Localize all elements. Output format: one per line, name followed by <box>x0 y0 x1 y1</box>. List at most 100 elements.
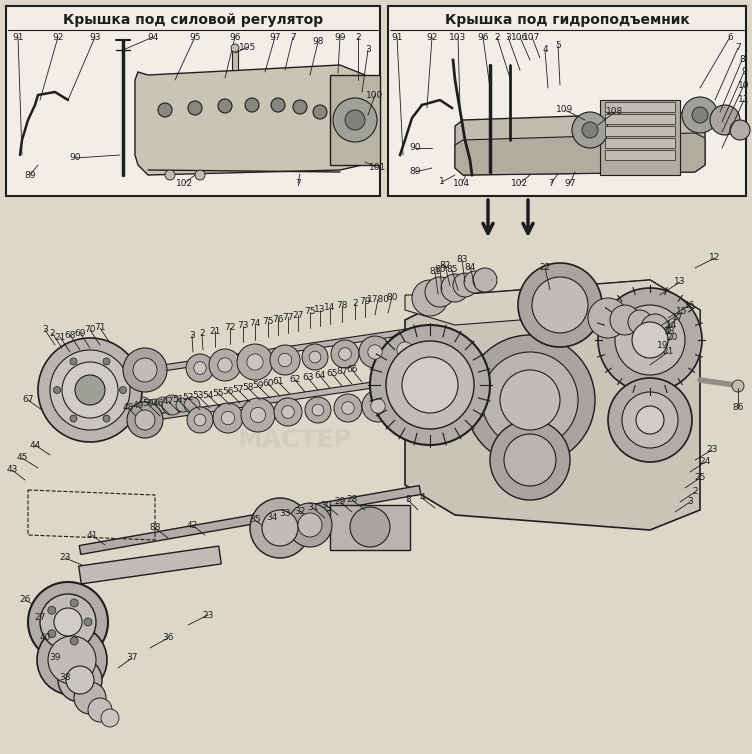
Circle shape <box>312 404 324 416</box>
Text: 101: 101 <box>369 164 387 173</box>
Polygon shape <box>455 133 705 175</box>
Bar <box>605 102 675 112</box>
Text: 37: 37 <box>126 654 138 663</box>
Circle shape <box>218 99 232 113</box>
Circle shape <box>70 599 78 607</box>
Circle shape <box>397 342 413 358</box>
Bar <box>330 75 380 165</box>
Circle shape <box>453 273 477 297</box>
Text: 108: 108 <box>606 108 623 117</box>
Circle shape <box>345 110 365 130</box>
Bar <box>330 505 410 550</box>
Circle shape <box>120 387 126 394</box>
Text: 69: 69 <box>74 329 86 338</box>
Circle shape <box>368 345 382 359</box>
Text: 75: 75 <box>305 308 316 317</box>
Circle shape <box>518 263 602 347</box>
Text: 109: 109 <box>556 106 574 115</box>
Circle shape <box>386 341 474 429</box>
Circle shape <box>305 397 331 423</box>
Text: 85: 85 <box>446 265 458 274</box>
Text: МАСТЕР: МАСТЕР <box>238 428 353 452</box>
Text: 98: 98 <box>312 38 324 47</box>
Text: 21: 21 <box>54 333 65 342</box>
Circle shape <box>66 666 94 694</box>
Circle shape <box>464 271 486 293</box>
Text: 99: 99 <box>334 32 346 41</box>
Text: 15: 15 <box>676 308 688 317</box>
Circle shape <box>473 268 497 292</box>
Circle shape <box>425 277 455 307</box>
Text: 72: 72 <box>224 323 235 333</box>
Circle shape <box>293 100 307 114</box>
Text: 3: 3 <box>687 498 693 507</box>
Circle shape <box>50 350 130 430</box>
Text: 39: 39 <box>49 654 61 663</box>
Text: 55: 55 <box>212 388 224 397</box>
Circle shape <box>370 325 490 445</box>
Circle shape <box>333 98 377 142</box>
Text: 83: 83 <box>456 256 468 265</box>
Text: 3: 3 <box>505 32 511 41</box>
Text: 47: 47 <box>162 397 174 406</box>
Text: 84: 84 <box>464 262 476 271</box>
Text: 31: 31 <box>308 504 319 513</box>
Text: 103: 103 <box>450 32 467 41</box>
Text: 44: 44 <box>29 440 41 449</box>
Text: 78: 78 <box>336 302 347 311</box>
Circle shape <box>88 698 112 722</box>
Text: 21: 21 <box>663 348 674 357</box>
Circle shape <box>610 305 640 335</box>
Polygon shape <box>68 327 420 385</box>
Text: 13: 13 <box>675 277 686 287</box>
Circle shape <box>70 358 77 365</box>
Bar <box>6 6 380 196</box>
Circle shape <box>271 98 285 112</box>
Text: 17: 17 <box>672 314 684 323</box>
Text: 89: 89 <box>409 167 421 176</box>
Text: 100: 100 <box>366 90 384 100</box>
Circle shape <box>162 395 182 415</box>
Text: 52: 52 <box>182 394 194 403</box>
Text: 2: 2 <box>355 32 361 41</box>
Text: 70: 70 <box>84 326 96 335</box>
Circle shape <box>730 120 750 140</box>
Text: 2: 2 <box>692 488 698 496</box>
Circle shape <box>188 101 202 115</box>
Text: 7: 7 <box>290 32 296 41</box>
Text: 16: 16 <box>684 301 696 309</box>
Text: 60: 60 <box>262 379 274 388</box>
Circle shape <box>710 105 740 135</box>
Text: 68: 68 <box>64 330 76 339</box>
Text: 54: 54 <box>202 391 214 400</box>
Text: 30: 30 <box>320 501 332 510</box>
Circle shape <box>135 397 151 413</box>
Polygon shape <box>79 546 221 584</box>
Circle shape <box>628 310 652 334</box>
Bar <box>600 100 680 175</box>
Text: 91: 91 <box>12 32 24 41</box>
Circle shape <box>532 277 588 333</box>
Text: 92: 92 <box>53 32 64 41</box>
Bar <box>605 138 675 148</box>
Circle shape <box>441 274 469 302</box>
Circle shape <box>123 348 167 392</box>
Text: 11: 11 <box>738 96 750 105</box>
Text: 106: 106 <box>511 32 529 41</box>
Text: 24: 24 <box>699 458 711 467</box>
Text: 80: 80 <box>434 265 446 274</box>
Circle shape <box>588 298 628 338</box>
Text: 9: 9 <box>741 68 747 76</box>
Text: 14: 14 <box>324 304 335 312</box>
Circle shape <box>341 402 354 414</box>
Circle shape <box>241 398 275 432</box>
Circle shape <box>101 709 119 727</box>
Circle shape <box>231 44 239 52</box>
Text: 2: 2 <box>199 329 205 339</box>
Text: 35: 35 <box>249 516 261 525</box>
Text: 38: 38 <box>59 673 71 682</box>
Circle shape <box>641 314 669 342</box>
Text: 8: 8 <box>739 56 745 65</box>
Text: 4: 4 <box>542 45 547 54</box>
Text: 46: 46 <box>153 399 164 407</box>
